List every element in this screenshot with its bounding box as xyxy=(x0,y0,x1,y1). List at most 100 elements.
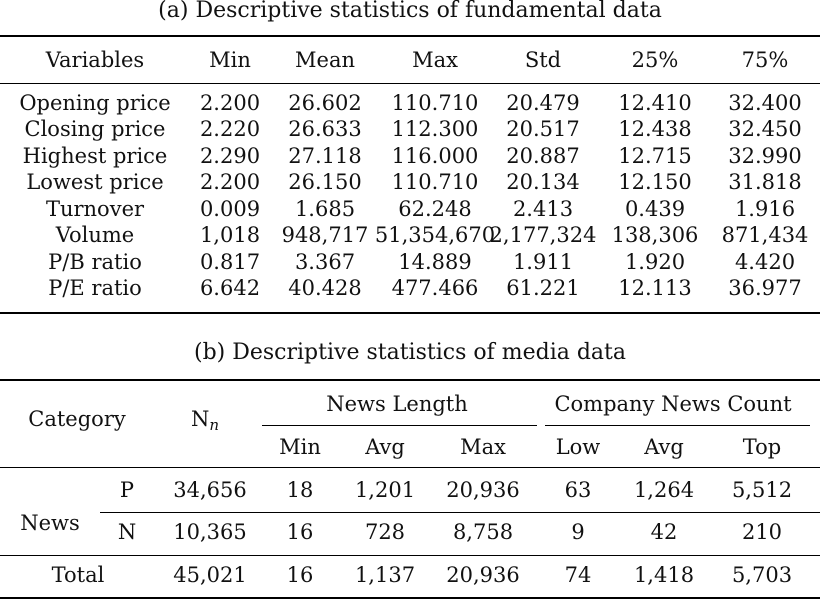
table-b-total-cell: 74 xyxy=(564,563,592,587)
table-b-total-cell: 45,021 xyxy=(173,563,247,587)
table-b-cell: 1,264 xyxy=(633,478,695,502)
table-b-company-news-rule xyxy=(545,425,810,426)
table-a-cell: 3.367 xyxy=(294,250,356,274)
table-a-cell: 31.818 xyxy=(728,170,802,194)
table-a-cell: 0.817 xyxy=(199,250,261,274)
table-a-cell: 14.889 xyxy=(398,250,472,274)
table-a-cell: 116.000 xyxy=(391,144,479,168)
table-a-cell: 4.420 xyxy=(734,250,796,274)
table-a-cell: 6.642 xyxy=(199,276,261,300)
table-a-cell: 2.200 xyxy=(199,170,261,194)
table-a-header-cell: Variables xyxy=(45,48,145,72)
table-a-cell: 32.450 xyxy=(728,117,802,141)
table-a-header-cell: 75% xyxy=(741,48,789,72)
table-a-cell: 1.916 xyxy=(734,197,796,221)
table-b-total-cell: 5,703 xyxy=(731,563,793,587)
table-b-subheader-cell: Max xyxy=(460,435,506,459)
table-b-total-cell: 20,936 xyxy=(446,563,520,587)
table-b-cell: 10,365 xyxy=(173,520,247,544)
table-a-header-cell: Std xyxy=(524,48,562,72)
table-a-row-label: Opening price xyxy=(19,91,171,115)
table-b-header-rule xyxy=(0,467,820,468)
table-a-cell: 2.413 xyxy=(512,197,574,221)
table-a-cell: 112.300 xyxy=(391,117,479,141)
table-a-row-label: Volume xyxy=(55,223,135,247)
table-b-cell: 34,656 xyxy=(173,478,247,502)
table-a-row-label: P/E ratio xyxy=(48,276,142,300)
table-a-header-rule xyxy=(0,83,820,84)
table-a-cell: 0.439 xyxy=(624,197,686,221)
table-b-subheader-cell: Min xyxy=(279,435,321,459)
table-a-row-label: Lowest price xyxy=(26,170,164,194)
table-a-cell: 12.438 xyxy=(618,117,692,141)
table-b-news-label: News xyxy=(20,511,80,535)
table-a-row-label: P/B ratio xyxy=(48,250,142,274)
table-a-cell: 20.134 xyxy=(506,170,580,194)
table-b-news-mid-rule xyxy=(100,512,820,513)
table-a-cell: 20.479 xyxy=(506,91,580,115)
table-b-cell: 210 xyxy=(741,520,783,544)
table-b-total-label: Total xyxy=(51,563,105,587)
table-b-cell: 18 xyxy=(286,478,314,502)
table-a-cell: 61.221 xyxy=(506,276,580,300)
table-b-category-header: Category xyxy=(28,407,126,431)
table-a-header-cell: Mean xyxy=(295,48,355,72)
table-b-news-length-rule xyxy=(262,425,537,426)
table-a-cell: 2,177,324 xyxy=(489,223,597,247)
table-b-subheader-cell: Top xyxy=(742,435,782,459)
table-a-cell: 2.290 xyxy=(199,144,261,168)
table-b-total-cell: 1,418 xyxy=(633,563,695,587)
table-a-bottom-rule xyxy=(0,312,820,314)
table-b-total-cell: 16 xyxy=(286,563,314,587)
table-a-cell: 871,434 xyxy=(721,223,809,247)
table-a-cell: 51,354,670 xyxy=(374,223,496,247)
table-a-header-cell: Min xyxy=(209,48,251,72)
table-a-cell: 26.150 xyxy=(288,170,362,194)
table-b-cell: 42 xyxy=(650,520,678,544)
table-a-cell: 110.710 xyxy=(391,91,479,115)
table-b-cell: 16 xyxy=(286,520,314,544)
table-b-row-label: N xyxy=(117,520,137,544)
table-b-total-rule xyxy=(0,555,820,556)
table-a-cell: 2.220 xyxy=(199,117,261,141)
table-a-cell: 12.715 xyxy=(618,144,692,168)
table-b-total-cell: 1,137 xyxy=(354,563,416,587)
table-a-row-label: Closing price xyxy=(24,117,166,141)
table-b-subheader-cell: Low xyxy=(555,435,601,459)
table-a-cell: 0.009 xyxy=(199,197,261,221)
table-b-top-rule xyxy=(0,379,820,381)
table-a-header-cell: 25% xyxy=(631,48,679,72)
table-b-company-news-header: Company News Count xyxy=(554,392,792,416)
table-a-cell: 20.887 xyxy=(506,144,580,168)
table-a-cell: 1.920 xyxy=(624,250,686,274)
table-a-header-cell: Max xyxy=(412,48,458,72)
table-a-cell: 12.150 xyxy=(618,170,692,194)
table-a-cell: 1.911 xyxy=(512,250,574,274)
table-b-cell: 1,201 xyxy=(354,478,416,502)
table-a-cell: 1,018 xyxy=(199,223,261,247)
table-a-row-label: Turnover xyxy=(45,197,145,221)
table-a-cell: 36.977 xyxy=(728,276,802,300)
table-a-cell: 26.602 xyxy=(288,91,362,115)
table-a-cell: 110.710 xyxy=(391,170,479,194)
table-b-subheader-cell: Avg xyxy=(365,435,405,459)
table-a-cell: 1.685 xyxy=(294,197,356,221)
table-b-caption: (b) Descriptive statistics of media data xyxy=(193,340,626,365)
table-a-top-rule xyxy=(0,35,820,37)
table-a-cell: 27.118 xyxy=(288,144,362,168)
table-b-cell: 728 xyxy=(364,520,406,544)
table-b-bottom-rule xyxy=(0,597,820,599)
table-a-cell: 20.517 xyxy=(506,117,580,141)
table-b-subheader-cell: Avg xyxy=(644,435,684,459)
table-b-row-label: P xyxy=(119,478,135,502)
table-a-cell: 40.428 xyxy=(288,276,362,300)
table-a-cell: 26.633 xyxy=(288,117,362,141)
table-a-row-label: Highest price xyxy=(22,144,168,168)
table-a-cell: 948,717 xyxy=(281,223,369,247)
n-header-main: N xyxy=(190,407,210,431)
table-b-news-length-header: News Length xyxy=(326,392,468,416)
table-b-cell: 20,936 xyxy=(446,478,520,502)
table-a-cell: 2.200 xyxy=(199,91,261,115)
n-header-subscript: n xyxy=(209,416,220,434)
